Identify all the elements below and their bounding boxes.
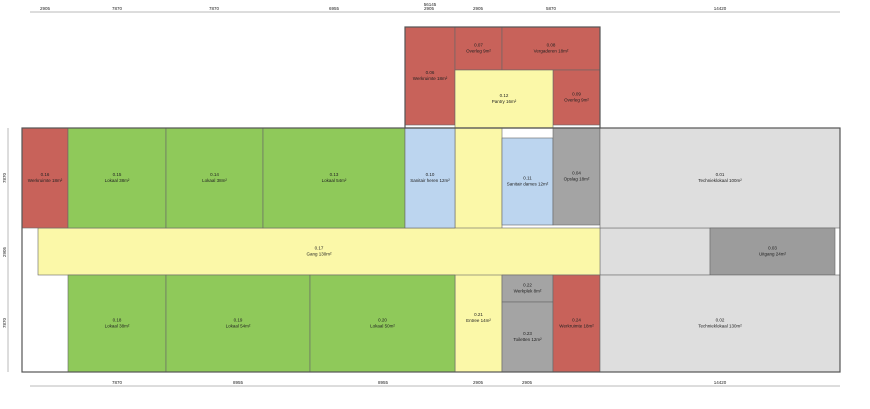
room-label: Lokaal 54m² (322, 178, 347, 183)
dimension-label: 8955 (233, 380, 244, 385)
dimension-label: 8955 (378, 380, 389, 385)
room-number: 0.21 (474, 312, 483, 317)
room-number: 0.22 (523, 283, 532, 288)
dimension-label: 7870 (209, 6, 220, 11)
room-label: Vergaderen 18m² (534, 49, 569, 54)
dimension-label: 7870 (112, 6, 123, 11)
room (37, 227, 601, 276)
room-number: 0.09 (572, 92, 581, 97)
room-number: 0.08 (547, 43, 556, 48)
room-number: 0.20 (378, 318, 387, 323)
room-number: 0.18 (113, 318, 122, 323)
room-label: Werkruimte 18m² (559, 324, 594, 329)
dimension-label: 7870 (2, 172, 7, 183)
dimension-label: 2905 (522, 380, 533, 385)
outer-wall (404, 26, 601, 129)
room (165, 274, 311, 373)
room (501, 274, 554, 303)
room-number: 0.01 (716, 172, 725, 177)
room-label: Technieklokaal 130m² (698, 324, 742, 329)
room-label: Lokaal 38m² (105, 324, 130, 329)
room-label: Werkruimte 18m² (413, 76, 448, 81)
room-number: 0.23 (523, 331, 532, 336)
room (552, 69, 601, 126)
room-label: Entree 14m² (466, 318, 491, 323)
dimension-label: 2905 (2, 246, 7, 257)
dimension-label: 7870 (2, 317, 7, 328)
room-label: Lokaal 50m² (370, 324, 395, 329)
overall-dimension: 56145 (424, 2, 437, 7)
room-number: 0.24 (572, 318, 581, 323)
room-label: Overleg 9m² (564, 98, 589, 103)
room (67, 127, 167, 229)
room-number: 0.02 (716, 318, 725, 323)
room (599, 274, 841, 373)
room (404, 127, 456, 229)
room-number: 0.17 (315, 246, 324, 251)
room-label: Gang 130m² (306, 252, 332, 257)
dimension-label: 5870 (546, 6, 557, 11)
room-label: Toiletten 12m² (513, 337, 542, 342)
room-number: 0.10 (426, 172, 435, 177)
room-number: 0.13 (330, 172, 339, 177)
room (21, 127, 69, 229)
dimension-label: 6955 (329, 6, 340, 11)
room (165, 127, 264, 229)
room (404, 26, 456, 126)
room-label: Sanitair dames 12m² (507, 182, 549, 187)
room-number: 0.03 (768, 246, 777, 251)
room-label: Technieklokaal 100m² (698, 178, 742, 183)
room-number: 0.16 (41, 172, 50, 177)
room-number: 0.14 (210, 172, 219, 177)
dimension-label: 14420 (714, 6, 727, 11)
room (309, 274, 456, 373)
room-label: Opslag 18m² (564, 177, 590, 182)
room-label: Lokaal 38m² (105, 178, 130, 183)
room (552, 127, 601, 226)
room-number: 0.11 (523, 176, 532, 181)
room-number: 0.07 (474, 43, 483, 48)
dimension-label: 14420 (714, 380, 727, 385)
dimension-label: 2905 (424, 6, 435, 11)
room (709, 227, 836, 276)
room (552, 274, 601, 373)
room-number: 0.19 (234, 318, 243, 323)
dimension-label: 7870 (112, 380, 123, 385)
dimension-label: 2905 (40, 6, 51, 11)
room (454, 69, 554, 129)
dimension-label: 2905 (473, 380, 484, 385)
room-number: 0.04 (572, 171, 581, 176)
dimension-label: 2905 (473, 6, 484, 11)
hall-area (599, 227, 711, 276)
room-label: Sanitair heren 12m² (410, 178, 450, 183)
room-number: 0.15 (113, 172, 122, 177)
room-label: Lokaal 54m² (226, 324, 251, 329)
room (501, 137, 554, 226)
room-label: Overleg 9m² (466, 49, 491, 54)
room-label: Uitgang 24m² (759, 252, 787, 257)
room-label: Werkplek 8m² (514, 289, 542, 294)
room-label: Werkruimte 18m² (28, 178, 63, 183)
room-label: Pantry 16m² (492, 99, 517, 104)
room-number: 0.06 (426, 70, 435, 75)
room (501, 301, 554, 373)
room-label: Lokaal 38m² (202, 178, 227, 183)
room (67, 274, 167, 373)
room (599, 127, 841, 229)
room-number: 0.12 (500, 93, 509, 98)
